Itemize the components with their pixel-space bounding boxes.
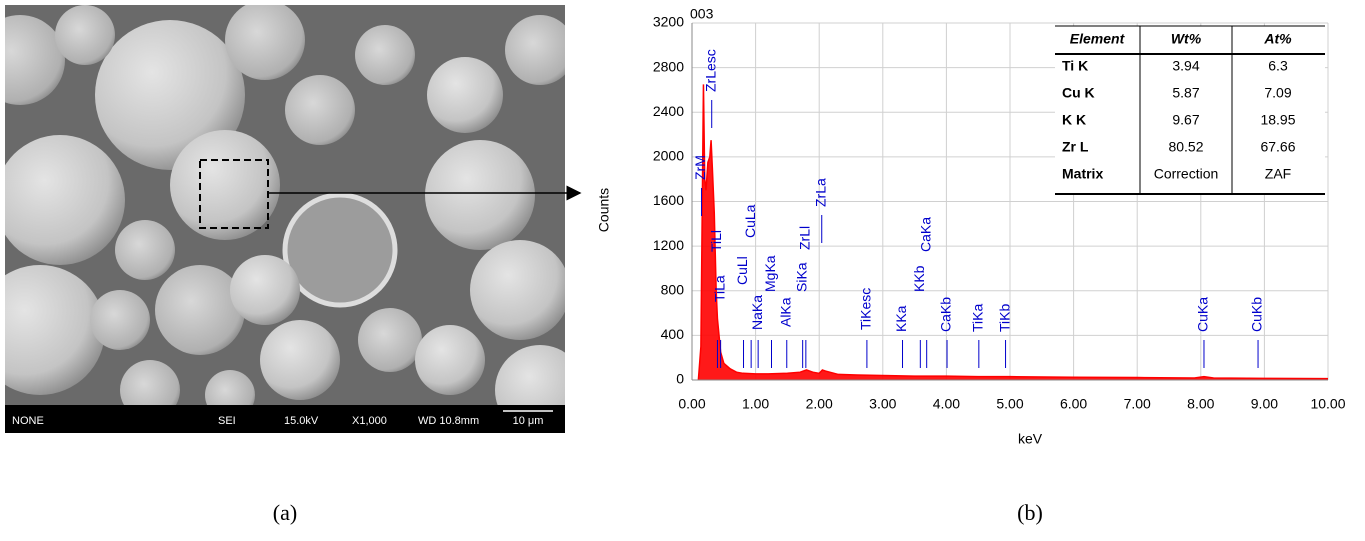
peak-label: CuKa — [1195, 297, 1211, 332]
table-cell: Zr L — [1062, 139, 1089, 155]
chart-title: 003 — [690, 6, 714, 22]
peak-label: ZrLa — [812, 178, 828, 207]
x-tick-label: 1.00 — [742, 396, 769, 412]
peak-label: ZrM — [692, 155, 708, 180]
x-tick-label: 4.00 — [933, 396, 960, 412]
peak-label: TiKesc — [858, 288, 874, 330]
y-tick-label: 2800 — [653, 58, 684, 74]
x-tick-label: 5.00 — [996, 396, 1023, 412]
info-bar-text: NONE — [12, 415, 44, 427]
peak-label: CaKb — [938, 297, 954, 332]
y-tick-label: 0 — [676, 371, 684, 387]
x-tick-label: 6.00 — [1060, 396, 1087, 412]
peak-label: KKa — [893, 305, 909, 332]
x-tick-label: 10.00 — [1310, 396, 1345, 412]
table-cell: 3.94 — [1172, 58, 1199, 74]
info-bar-text: WD 10.8mm — [418, 415, 479, 427]
x-tick-label: 0.00 — [678, 396, 705, 412]
table-cell: 6.3 — [1268, 58, 1288, 74]
x-tick-label: 3.00 — [869, 396, 896, 412]
peak-label: ZrLl — [797, 226, 813, 250]
x-tick-label: 9.00 — [1251, 396, 1278, 412]
sem-image — [0, 0, 585, 435]
peak-label: CuKb — [1249, 297, 1265, 332]
table-header: At% — [1263, 31, 1292, 47]
peak-label: AlKa — [777, 297, 793, 327]
page: {"sem_image": {"info_bar": ["NONE", "SEI… — [0, 0, 1365, 536]
peak-label: TiKb — [996, 304, 1012, 332]
table-cell: 67.66 — [1260, 139, 1295, 155]
peak-label: CuLl — [734, 256, 750, 285]
figure: (a) (b) 003 keV Counts Element Wt% At% Ti K… — [0, 0, 1365, 536]
table-cell: ZAF — [1265, 166, 1291, 182]
x-axis-label: keV — [1018, 431, 1043, 447]
y-tick-label: 800 — [661, 281, 685, 297]
y-tick-label: 2000 — [653, 148, 684, 164]
info-bar-text: 15.0kV — [284, 415, 319, 427]
peak-label: SiKa — [793, 262, 809, 292]
peak-label: CaKa — [917, 217, 933, 252]
table-cell: 80.52 — [1168, 139, 1203, 155]
table-cell: K K — [1062, 112, 1086, 128]
table-cell: 18.95 — [1260, 112, 1295, 128]
info-bar-text: SEI — [218, 415, 236, 427]
y-tick-label: 3200 — [653, 14, 684, 30]
y-tick-label: 1600 — [653, 192, 684, 208]
peak-label: TiLl — [708, 230, 724, 252]
x-tick-label: 7.00 — [1124, 396, 1151, 412]
table-cell: Matrix — [1062, 166, 1103, 182]
peak-label: NaKa — [749, 295, 765, 330]
table-cell: Correction — [1154, 166, 1219, 182]
table-cell: Ti K — [1062, 58, 1088, 74]
peak-label: MgKa — [762, 255, 778, 292]
table-cell: Cu K — [1062, 85, 1095, 101]
y-tick-label: 1200 — [653, 237, 684, 253]
result-table: Element Wt% At% Ti K 3.94 6.3 Cu K 5.87 7.09 K K 9… — [1055, 26, 1325, 194]
peak-label: ZrLesc — [702, 49, 718, 92]
y-tick-label: 400 — [661, 326, 685, 342]
y-tick-label: 2400 — [653, 103, 684, 119]
peak-label: TiKa — [970, 304, 986, 332]
table-cell: 7.09 — [1264, 85, 1291, 101]
table-cell: 5.87 — [1172, 85, 1199, 101]
peak-label: TiLa — [711, 275, 727, 302]
x-tick-label: 2.00 — [806, 396, 833, 412]
table-header: Wt% — [1171, 31, 1202, 47]
peak-label: KKb — [911, 265, 927, 292]
x-tick-label: 8.00 — [1187, 396, 1214, 412]
y-axis-label: Counts — [596, 188, 612, 232]
info-bar-text: X1,000 — [352, 415, 387, 427]
caption: (a) — [273, 500, 297, 525]
peak-label: CuLa — [742, 204, 758, 238]
scale-bar-label: 10 μm — [513, 415, 544, 427]
caption: (b) — [1017, 500, 1043, 525]
table-cell: 9.67 — [1172, 112, 1199, 128]
table-header: Element — [1070, 31, 1126, 47]
